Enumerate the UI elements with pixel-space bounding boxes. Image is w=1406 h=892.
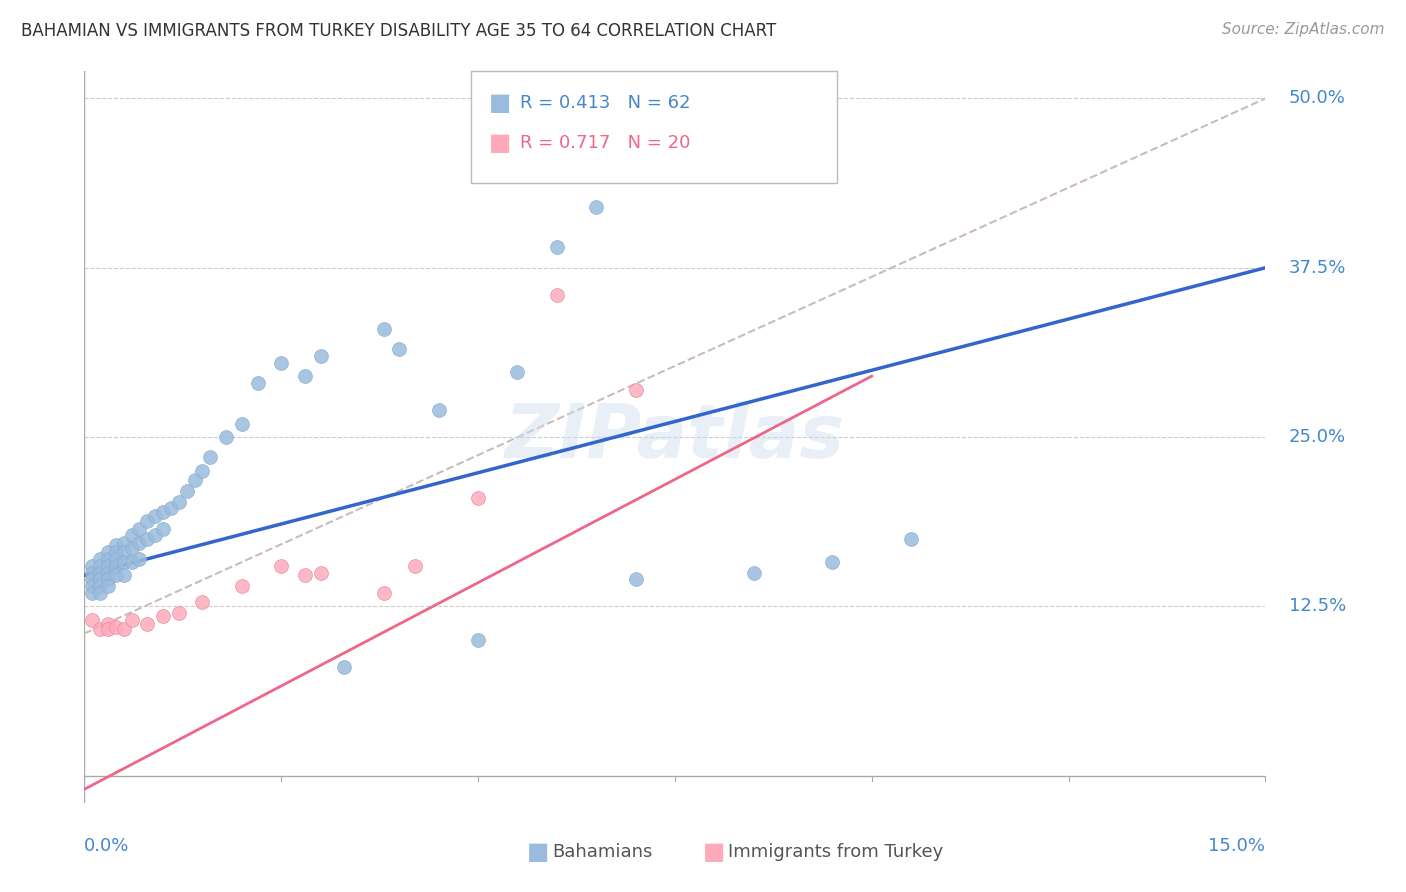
Point — [97, 572, 120, 586]
Point — [89, 579, 111, 593]
Point — [167, 495, 190, 509]
Point — [294, 568, 316, 582]
Point — [191, 464, 214, 478]
Point — [112, 555, 135, 569]
Text: 15.0%: 15.0% — [1208, 837, 1265, 855]
Point — [270, 558, 292, 573]
Point — [152, 608, 174, 623]
Text: Source: ZipAtlas.com: Source: ZipAtlas.com — [1222, 22, 1385, 37]
Text: BAHAMIAN VS IMMIGRANTS FROM TURKEY DISABILITY AGE 35 TO 64 CORRELATION CHART: BAHAMIAN VS IMMIGRANTS FROM TURKEY DISAB… — [21, 22, 776, 40]
Point — [97, 545, 120, 559]
Point — [373, 322, 395, 336]
Point — [128, 552, 150, 566]
Text: Bahamians: Bahamians — [553, 843, 652, 861]
Point — [136, 514, 159, 528]
Point — [89, 572, 111, 586]
Point — [176, 484, 198, 499]
Point — [215, 430, 238, 444]
Point — [900, 532, 922, 546]
Point — [467, 633, 489, 648]
Point — [585, 200, 607, 214]
Point — [104, 620, 127, 634]
Point — [112, 623, 135, 637]
Point — [112, 535, 135, 549]
Text: 0.0%: 0.0% — [84, 837, 129, 855]
Point — [82, 566, 104, 580]
Text: 37.5%: 37.5% — [1289, 259, 1347, 277]
Point — [136, 532, 159, 546]
Point — [231, 579, 253, 593]
Point — [546, 288, 568, 302]
Point — [506, 365, 529, 379]
Point — [231, 417, 253, 431]
Point — [143, 527, 166, 541]
Point — [82, 586, 104, 600]
Point — [742, 566, 765, 580]
Point — [121, 527, 143, 541]
Point — [294, 369, 316, 384]
Point — [246, 376, 269, 390]
Point — [121, 555, 143, 569]
Point — [388, 342, 411, 356]
Point — [467, 491, 489, 505]
Point — [152, 522, 174, 536]
Text: ■: ■ — [489, 91, 512, 114]
Text: 50.0%: 50.0% — [1289, 89, 1346, 107]
Text: ■: ■ — [527, 840, 550, 863]
Point — [97, 579, 120, 593]
Point — [546, 240, 568, 254]
Point — [624, 383, 647, 397]
Point — [191, 595, 214, 609]
Point — [112, 545, 135, 559]
Point — [136, 617, 159, 632]
Point — [97, 623, 120, 637]
Point — [104, 552, 127, 566]
Text: R = 0.413   N = 62: R = 0.413 N = 62 — [520, 94, 690, 112]
Point — [112, 568, 135, 582]
Point — [167, 606, 190, 620]
Point — [104, 545, 127, 559]
Point — [97, 558, 120, 573]
Point — [82, 558, 104, 573]
Point — [333, 660, 356, 674]
Point — [82, 613, 104, 627]
Point — [160, 500, 183, 515]
Text: ZIPatlas: ZIPatlas — [505, 401, 845, 474]
Point — [121, 613, 143, 627]
Point — [373, 586, 395, 600]
Point — [624, 572, 647, 586]
Point — [183, 474, 205, 488]
Point — [104, 568, 127, 582]
Text: Immigrants from Turkey: Immigrants from Turkey — [728, 843, 943, 861]
Point — [821, 555, 844, 569]
Point — [143, 508, 166, 523]
Point — [104, 558, 127, 573]
Point — [427, 403, 450, 417]
Point — [128, 522, 150, 536]
Text: R = 0.717   N = 20: R = 0.717 N = 20 — [520, 134, 690, 152]
Text: ■: ■ — [489, 131, 512, 154]
Point — [89, 623, 111, 637]
Point — [152, 505, 174, 519]
Point — [270, 355, 292, 369]
Point — [128, 535, 150, 549]
Point — [89, 558, 111, 573]
Point — [82, 579, 104, 593]
Text: ■: ■ — [703, 840, 725, 863]
Text: 12.5%: 12.5% — [1289, 598, 1347, 615]
Point — [97, 617, 120, 632]
Point — [89, 586, 111, 600]
Point — [89, 552, 111, 566]
Point — [89, 566, 111, 580]
Point — [82, 572, 104, 586]
Point — [97, 566, 120, 580]
Point — [309, 349, 332, 363]
Point — [121, 541, 143, 556]
Point — [404, 558, 426, 573]
Point — [200, 450, 222, 465]
Text: 25.0%: 25.0% — [1289, 428, 1346, 446]
Point — [309, 566, 332, 580]
Point — [104, 538, 127, 552]
Point — [97, 552, 120, 566]
